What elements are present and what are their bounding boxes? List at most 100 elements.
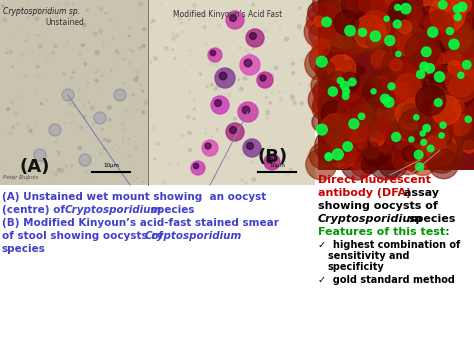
Circle shape xyxy=(387,103,419,134)
Circle shape xyxy=(353,0,387,28)
Circle shape xyxy=(416,163,424,171)
Circle shape xyxy=(442,20,474,51)
Circle shape xyxy=(49,124,61,136)
Circle shape xyxy=(420,48,443,70)
Circle shape xyxy=(189,91,191,93)
Circle shape xyxy=(239,87,243,91)
Circle shape xyxy=(351,153,367,169)
Circle shape xyxy=(57,151,60,153)
Circle shape xyxy=(417,47,444,75)
Circle shape xyxy=(327,54,352,79)
Circle shape xyxy=(396,98,428,130)
Circle shape xyxy=(420,131,456,166)
Circle shape xyxy=(354,94,376,118)
Circle shape xyxy=(310,143,335,169)
Circle shape xyxy=(402,146,428,172)
Circle shape xyxy=(420,131,425,136)
Circle shape xyxy=(118,57,119,58)
Circle shape xyxy=(129,49,130,50)
Circle shape xyxy=(108,106,111,110)
Circle shape xyxy=(381,105,401,125)
Text: Features of this test:: Features of this test: xyxy=(318,227,450,237)
Circle shape xyxy=(242,106,250,114)
Circle shape xyxy=(438,1,447,9)
Circle shape xyxy=(414,151,423,159)
Circle shape xyxy=(340,72,360,91)
Circle shape xyxy=(38,44,42,48)
Circle shape xyxy=(327,0,346,11)
Circle shape xyxy=(344,89,358,103)
Circle shape xyxy=(154,57,157,60)
Circle shape xyxy=(121,123,124,126)
Text: species: species xyxy=(2,244,46,254)
Circle shape xyxy=(99,152,103,155)
Circle shape xyxy=(3,18,6,21)
Circle shape xyxy=(342,93,349,99)
Circle shape xyxy=(358,20,372,34)
Circle shape xyxy=(321,72,341,92)
Circle shape xyxy=(350,152,375,177)
Circle shape xyxy=(52,174,55,177)
Circle shape xyxy=(229,127,237,133)
Circle shape xyxy=(399,109,432,142)
Circle shape xyxy=(306,173,308,174)
Circle shape xyxy=(328,55,356,83)
Circle shape xyxy=(337,77,344,84)
Circle shape xyxy=(364,97,393,127)
Circle shape xyxy=(365,118,387,141)
Circle shape xyxy=(396,71,430,105)
Circle shape xyxy=(384,16,389,21)
Circle shape xyxy=(373,77,383,88)
Circle shape xyxy=(321,114,350,143)
Circle shape xyxy=(437,153,454,170)
Circle shape xyxy=(315,61,335,80)
Circle shape xyxy=(436,55,468,87)
Circle shape xyxy=(456,38,468,50)
Circle shape xyxy=(421,100,433,112)
Circle shape xyxy=(378,91,406,119)
Circle shape xyxy=(182,134,184,136)
Circle shape xyxy=(343,134,371,162)
Circle shape xyxy=(388,83,395,90)
Circle shape xyxy=(430,0,465,32)
Circle shape xyxy=(172,49,173,50)
Circle shape xyxy=(400,76,428,105)
Circle shape xyxy=(312,39,330,56)
Circle shape xyxy=(462,0,474,17)
Circle shape xyxy=(136,70,139,74)
Circle shape xyxy=(371,50,390,69)
Circle shape xyxy=(430,56,442,68)
Circle shape xyxy=(84,62,87,65)
Circle shape xyxy=(27,17,28,18)
Circle shape xyxy=(421,140,427,145)
Circle shape xyxy=(356,22,386,51)
Circle shape xyxy=(24,75,27,78)
Circle shape xyxy=(233,16,237,20)
Circle shape xyxy=(188,131,191,135)
Circle shape xyxy=(358,113,376,132)
Circle shape xyxy=(142,90,144,92)
Circle shape xyxy=(378,71,410,104)
Text: assay: assay xyxy=(400,188,439,198)
Circle shape xyxy=(41,160,44,164)
Circle shape xyxy=(238,102,258,122)
Circle shape xyxy=(312,98,334,120)
Circle shape xyxy=(424,0,453,16)
Circle shape xyxy=(437,131,465,160)
Circle shape xyxy=(328,131,342,144)
Circle shape xyxy=(29,129,32,132)
Circle shape xyxy=(353,104,373,124)
Circle shape xyxy=(46,8,50,12)
Circle shape xyxy=(35,17,39,21)
Circle shape xyxy=(432,91,457,116)
Circle shape xyxy=(333,20,360,48)
Circle shape xyxy=(392,132,401,141)
Circle shape xyxy=(268,147,271,149)
Circle shape xyxy=(216,128,219,131)
Circle shape xyxy=(306,149,337,180)
Circle shape xyxy=(57,168,61,171)
Circle shape xyxy=(308,84,339,115)
Circle shape xyxy=(419,51,447,80)
Circle shape xyxy=(383,144,393,155)
Circle shape xyxy=(208,48,222,62)
